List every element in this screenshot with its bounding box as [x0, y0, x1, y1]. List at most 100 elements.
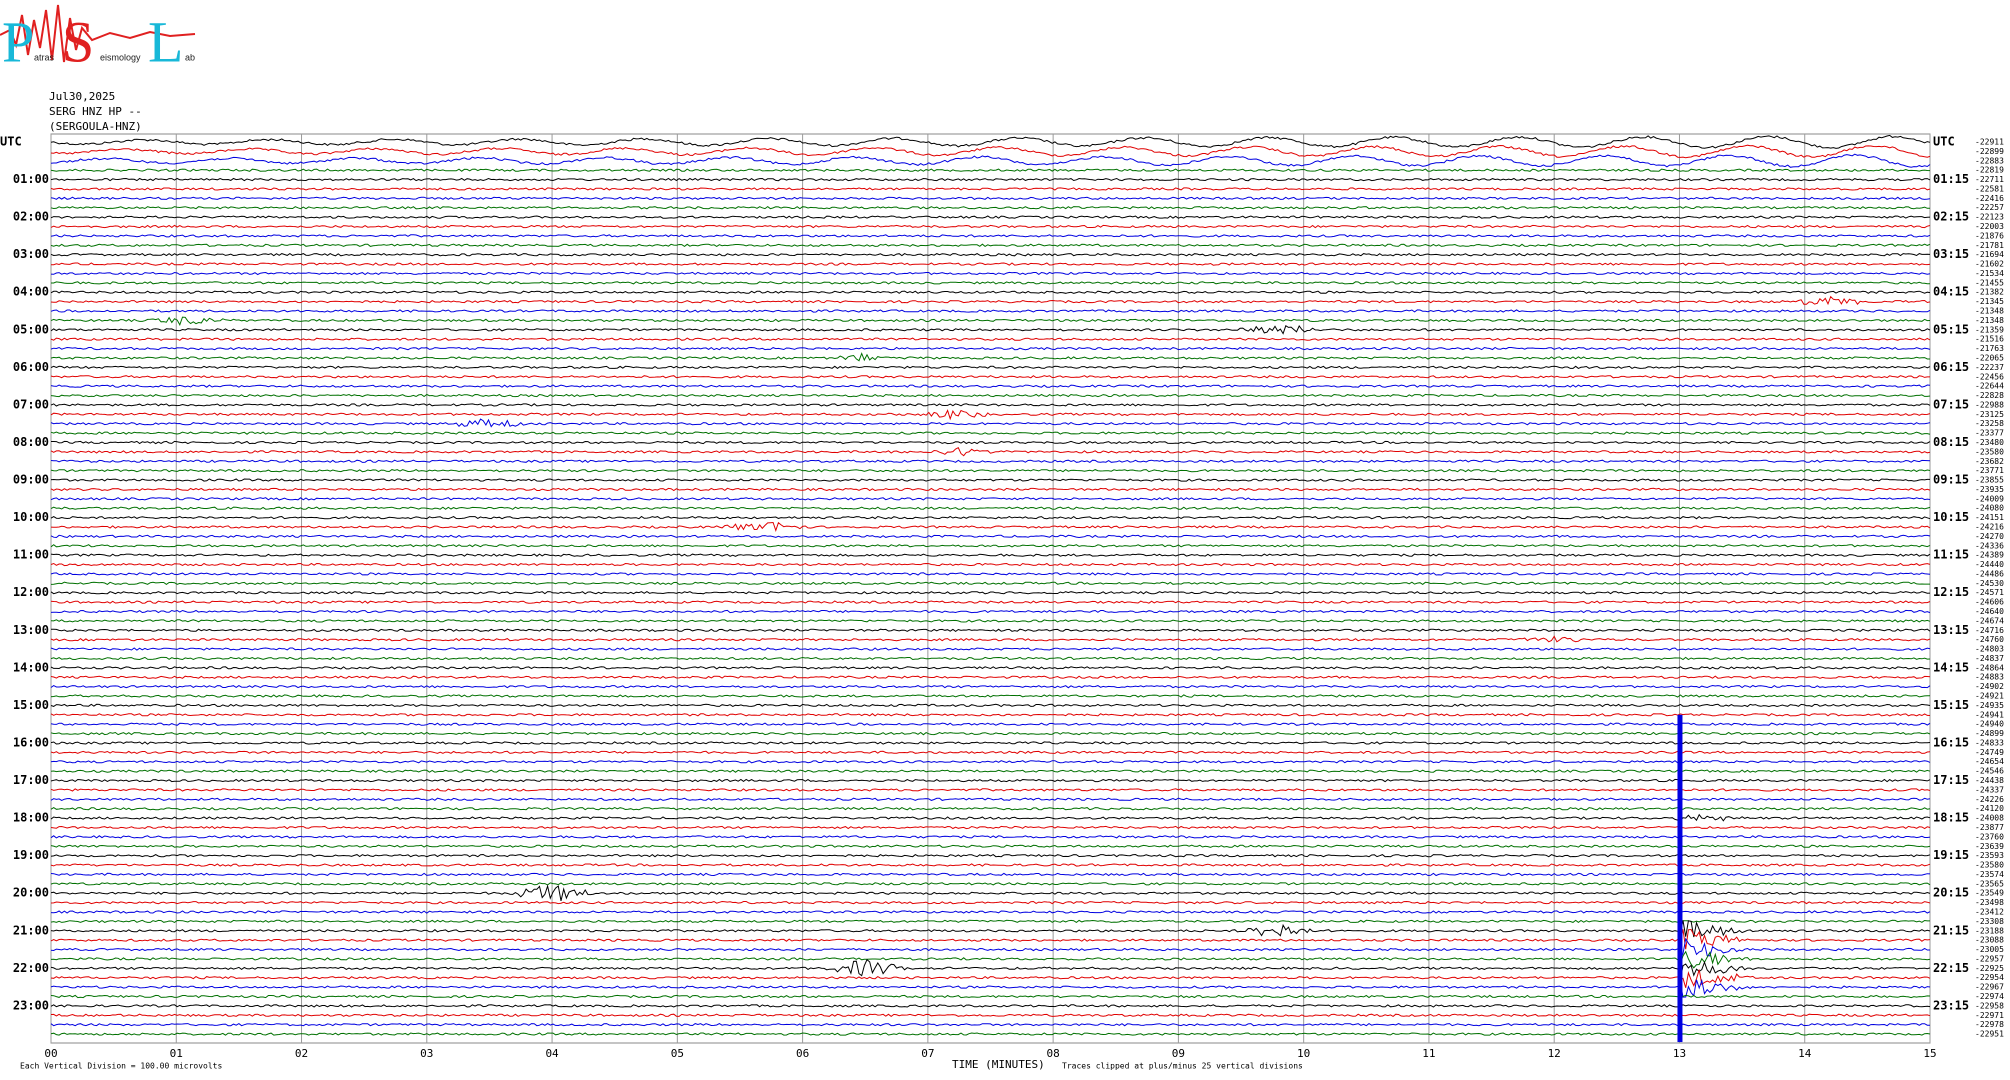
left-time-label: 11:00	[13, 548, 49, 562]
trace	[50, 628, 1931, 633]
right-time-label: 05:15	[1933, 322, 1969, 336]
traces	[50, 134, 1931, 1036]
trace-offset: -23377	[1975, 429, 2004, 438]
trace-offset: -24749	[1975, 748, 2004, 757]
trace-offset: -21359	[1975, 325, 2004, 334]
trace-offset: -23258	[1975, 419, 2004, 428]
trace-offset: -21348	[1975, 307, 2004, 316]
trace	[50, 825, 1931, 830]
trace-offset: -22925	[1975, 964, 2004, 973]
trace	[50, 853, 1931, 858]
trace	[50, 684, 1931, 689]
trace-offset: -23005	[1975, 945, 2004, 954]
left-time-label: 01:00	[13, 172, 49, 186]
trace	[50, 243, 1931, 248]
right-time-label: 15:15	[1933, 698, 1969, 712]
trace	[50, 252, 1931, 257]
trace	[50, 978, 1931, 998]
right-time-label: 03:15	[1933, 247, 1969, 261]
trace	[50, 609, 1931, 614]
trace-offset: -22065	[1975, 353, 2004, 362]
trace-offset: -21348	[1975, 316, 2004, 325]
trace-offset: -24080	[1975, 504, 2004, 513]
trace	[50, 134, 1931, 149]
trace-offset: -21763	[1975, 344, 2004, 353]
trace-offset: -21602	[1975, 260, 2004, 269]
left-time-label: 22:00	[13, 961, 49, 975]
trace	[50, 337, 1931, 341]
x-tick-label: 02	[295, 1047, 308, 1060]
right-time-label: 12:15	[1933, 585, 1969, 599]
trace	[50, 177, 1931, 182]
right-time-label: 07:15	[1933, 397, 1969, 411]
right-time-label: 16:15	[1933, 735, 1969, 749]
trace	[50, 393, 1931, 398]
x-tick-label: 08	[1047, 1047, 1060, 1060]
trace	[51, 440, 1931, 445]
trace-offset: -23580	[1975, 447, 2004, 456]
trace	[50, 703, 1931, 708]
trace-offset: -23125	[1975, 410, 2004, 419]
trace-offset: -24883	[1975, 673, 2004, 682]
trace-offset: -22988	[1975, 400, 2004, 409]
trace-offset: -23574	[1975, 870, 2004, 879]
trace-offset: -23480	[1975, 438, 2004, 447]
trace	[50, 168, 1931, 172]
trace-offset: -23935	[1975, 485, 2004, 494]
trace-offset: -22123	[1975, 213, 2004, 222]
logo-letter: S	[62, 9, 94, 74]
scale-note: Each Vertical Division = 100.00 microvol…	[20, 1062, 222, 1071]
trace	[50, 731, 1931, 736]
trace-offset: -24486	[1975, 569, 2004, 578]
trace-offset: -22957	[1975, 954, 2004, 963]
x-tick-label: 15	[1923, 1047, 1936, 1060]
x-tick-label: 04	[545, 1047, 559, 1060]
trace-offset: -23682	[1975, 457, 2004, 466]
trace-offset: -22974	[1975, 992, 2004, 1001]
x-tick-label: 05	[671, 1047, 684, 1060]
header-date: Jul30,2025	[49, 90, 115, 103]
trace	[50, 562, 1931, 567]
trace-offset: -23308	[1975, 917, 2004, 926]
trace-offset: -22416	[1975, 194, 2004, 203]
x-tick-label: 03	[420, 1047, 433, 1060]
header-name: (SERGOULA-HNZ)	[49, 120, 142, 133]
trace	[50, 487, 1931, 492]
trace	[50, 741, 1931, 745]
left-time-label: 14:00	[13, 660, 49, 674]
trace	[50, 196, 1931, 201]
trace-offset: -24216	[1975, 522, 2004, 531]
trace-offset: -24921	[1975, 692, 2004, 701]
trace	[50, 1004, 1931, 1008]
trace-offset: -22257	[1975, 203, 2004, 212]
trace	[50, 928, 1931, 950]
trace-offset: -24571	[1975, 588, 2004, 597]
trace	[50, 647, 1931, 651]
x-tick-label: 09	[1172, 1047, 1185, 1060]
trace	[50, 352, 1930, 362]
right-time-label: 21:15	[1933, 923, 1969, 937]
trace	[50, 271, 1931, 276]
trace	[50, 920, 1931, 938]
trace	[50, 153, 1931, 168]
trace-offset: -24337	[1975, 785, 2004, 794]
trace-offset: -21694	[1975, 250, 2004, 259]
trace	[50, 600, 1931, 604]
trace-offset: -23771	[1975, 466, 2004, 475]
trace	[50, 844, 1931, 848]
right-time-label: 02:15	[1933, 210, 1969, 224]
right-time-label: 04:15	[1933, 285, 1969, 299]
trace	[50, 750, 1931, 755]
trace-offset: -23760	[1975, 832, 2004, 841]
left-time-label: 16:00	[13, 735, 49, 749]
trace	[50, 969, 1931, 988]
left-time-label: 02:00	[13, 210, 49, 224]
trace	[50, 797, 1931, 802]
trace	[50, 403, 1931, 407]
trace-offset: -22237	[1975, 363, 2004, 372]
clipped-event	[1677, 714, 1683, 1043]
trace	[50, 806, 1931, 811]
right-time-label: 08:15	[1933, 435, 1969, 449]
x-tick-label: 12	[1548, 1047, 1561, 1060]
trace	[50, 572, 1931, 576]
